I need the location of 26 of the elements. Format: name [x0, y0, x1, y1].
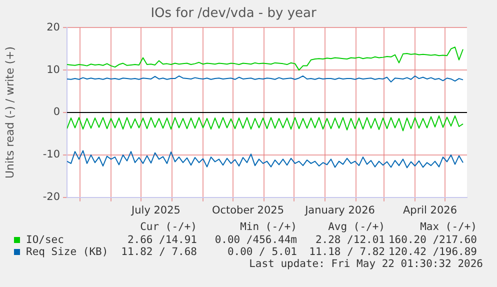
y-tick-label: -10 [42, 148, 60, 161]
legend-label: Req Size (KB) [26, 246, 108, 258]
x-tick-label: January 2026 [304, 204, 376, 216]
text: Cur (-/+) [140, 221, 197, 233]
y-tick-label: 20 [46, 21, 60, 34]
text: 120.42 /196.89 [388, 246, 477, 258]
y-tick-label: 0 [53, 106, 60, 118]
text: Last update: Fri May 22 01:30:32 2026 [249, 258, 483, 270]
text: Max (-/+) [420, 221, 477, 233]
y-tick-label: -20 [42, 191, 60, 204]
text: 2.28 /12.01 [315, 234, 385, 246]
text: Min (-/+) [240, 221, 297, 233]
x-tick-label: July 2025 [130, 204, 180, 216]
text: 11.82 / 7.68 [121, 246, 197, 258]
text: Avg (-/+) [328, 221, 385, 233]
x-tick-label: April 2026 [402, 204, 458, 216]
y-tick-label: 10 [46, 64, 60, 76]
x-tick-label: October 2025 [212, 204, 284, 216]
text: 2.66 /14.91 [127, 234, 197, 246]
text: 11.18 / 7.82 [309, 246, 385, 258]
chart-title: IOs for /dev/vda - by year [150, 6, 317, 22]
y-axis-title: Units read (-) / write (+) [3, 46, 16, 179]
text: 160.20 /217.60 [388, 234, 477, 246]
text: 0.00 / 5.01 [227, 246, 297, 258]
text: 0.00 /456.44m [214, 234, 297, 246]
legend-label: IO/sec [26, 234, 64, 246]
